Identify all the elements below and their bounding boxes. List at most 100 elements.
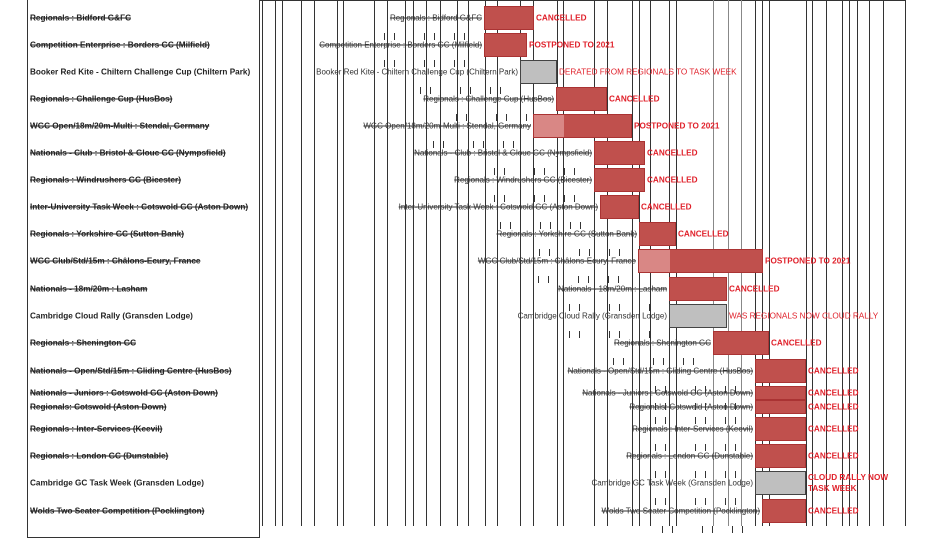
tick-mark (735, 403, 736, 410)
gridline (405, 0, 406, 526)
tick-mark (649, 331, 650, 338)
status-label: POSTPONED TO 2021 (634, 121, 720, 131)
gridline (413, 0, 414, 526)
tick-mark (466, 114, 467, 121)
tick-mark (540, 222, 541, 229)
gridline (337, 0, 338, 526)
tick-mark (619, 304, 620, 311)
tick-mark (653, 358, 654, 365)
tick-mark (526, 114, 527, 121)
tick-mark (649, 304, 650, 311)
status-label: CANCELLED (808, 402, 859, 412)
event-bar (594, 141, 645, 165)
gridline (857, 0, 858, 526)
gridline (883, 0, 884, 526)
tick-mark (550, 222, 551, 229)
tick-mark (655, 498, 656, 505)
tick-mark (619, 249, 620, 256)
event-list-item: Regionals : Yorkshire GC (Sutton Bank) (30, 229, 184, 239)
tick-mark (503, 141, 504, 148)
event-list-item: Regionals : Inter-Services (Keevil) (30, 424, 163, 434)
tick-mark (665, 444, 666, 451)
gridline (497, 0, 498, 526)
event-list-item: Inter-University Task Week : Cotswold GC… (30, 202, 249, 212)
gridline (314, 0, 315, 526)
status-label: CANCELLED (609, 94, 660, 104)
tick-mark (609, 331, 610, 338)
status-label: CANCELLED (808, 366, 859, 376)
tick-mark (665, 417, 666, 424)
tick-mark (470, 87, 471, 94)
event-bar (755, 400, 806, 414)
tick-mark (544, 168, 545, 175)
event-bar (639, 222, 676, 246)
gridline (849, 0, 850, 526)
gridline (826, 0, 827, 526)
tick-mark (665, 498, 666, 505)
gridline (275, 0, 276, 526)
tick-mark (394, 33, 395, 40)
tick-mark (639, 331, 640, 338)
bar-tentative-segment (639, 250, 670, 272)
status-label: CANCELLED (808, 388, 859, 398)
gridline (812, 0, 813, 526)
tick-mark (655, 403, 656, 410)
tick-mark (705, 498, 706, 505)
tick-mark (490, 87, 491, 94)
status-label: CANCELLED (808, 424, 859, 434)
tick-mark (725, 498, 726, 505)
gridline (457, 0, 458, 526)
tick-mark (742, 526, 743, 533)
event-list-item: Regionals: Cotswold (Aston Down) (30, 402, 167, 412)
bar-label: Nationals - Club : Bristol & Glouc GC (N… (414, 148, 592, 158)
tick-mark (725, 417, 726, 424)
gridline (387, 0, 388, 526)
tick-mark (513, 141, 514, 148)
tick-mark (384, 33, 385, 40)
tick-mark (695, 498, 696, 505)
tick-mark (725, 471, 726, 478)
event-bar (484, 6, 534, 30)
event-list-item: Regionals : Windrushers GC (Bicester) (30, 175, 181, 185)
tick-mark (549, 249, 550, 256)
tick-mark (504, 168, 505, 175)
event-bar (556, 87, 607, 111)
tick-mark (663, 358, 664, 365)
tick-mark (735, 417, 736, 424)
tick-mark (735, 386, 736, 393)
chart-top-border (260, 0, 906, 1)
status-line: CLOUD RALLY NOW (808, 473, 889, 482)
bar-label: Nationals - Juniors : Cotswold GC (Aston… (582, 388, 753, 398)
tick-mark (589, 249, 590, 256)
tick-mark (473, 141, 474, 148)
tick-mark (570, 222, 571, 229)
event-bar (669, 277, 727, 301)
event-list-item: Nationals - Juniors : Cotswold GC (Aston… (30, 388, 218, 398)
tick-mark (695, 471, 696, 478)
event-list-item: Wolds Two Seater Competition (Pocklingto… (30, 506, 205, 516)
bar-label: Nationals - 18m/20m : Lasham (558, 284, 667, 294)
tick-mark (496, 114, 497, 121)
gridline (806, 0, 807, 526)
bar-label: Regionals : Shenington GC (614, 338, 711, 348)
tick-mark (504, 195, 505, 202)
bar-label: Regionals : London GC (Dunstable) (626, 451, 753, 461)
tick-mark (735, 444, 736, 451)
event-list-item: Regionals : Challenge Cup (HusBos) (30, 94, 173, 104)
tick-mark (424, 60, 425, 67)
tick-mark (655, 386, 656, 393)
tick-mark (609, 249, 610, 256)
bar-label: Nationals - Open/Std/15m : Gliding Centr… (567, 366, 753, 376)
event-list-item: Regionals : Shenington GC (30, 338, 136, 348)
event-list-item: WGC Club/Std/15m : Châlons-Ecury, France (30, 256, 201, 266)
tick-mark (564, 168, 565, 175)
gridline (563, 0, 564, 526)
gridline (440, 0, 441, 526)
gridline (594, 0, 595, 526)
tick-mark (506, 114, 507, 121)
event-bar (600, 195, 639, 219)
tick-mark (732, 526, 733, 533)
tick-mark (544, 195, 545, 202)
tick-mark (702, 526, 703, 533)
event-list-item: Cambridge GC Task Week (Gransden Lodge) (30, 478, 204, 488)
